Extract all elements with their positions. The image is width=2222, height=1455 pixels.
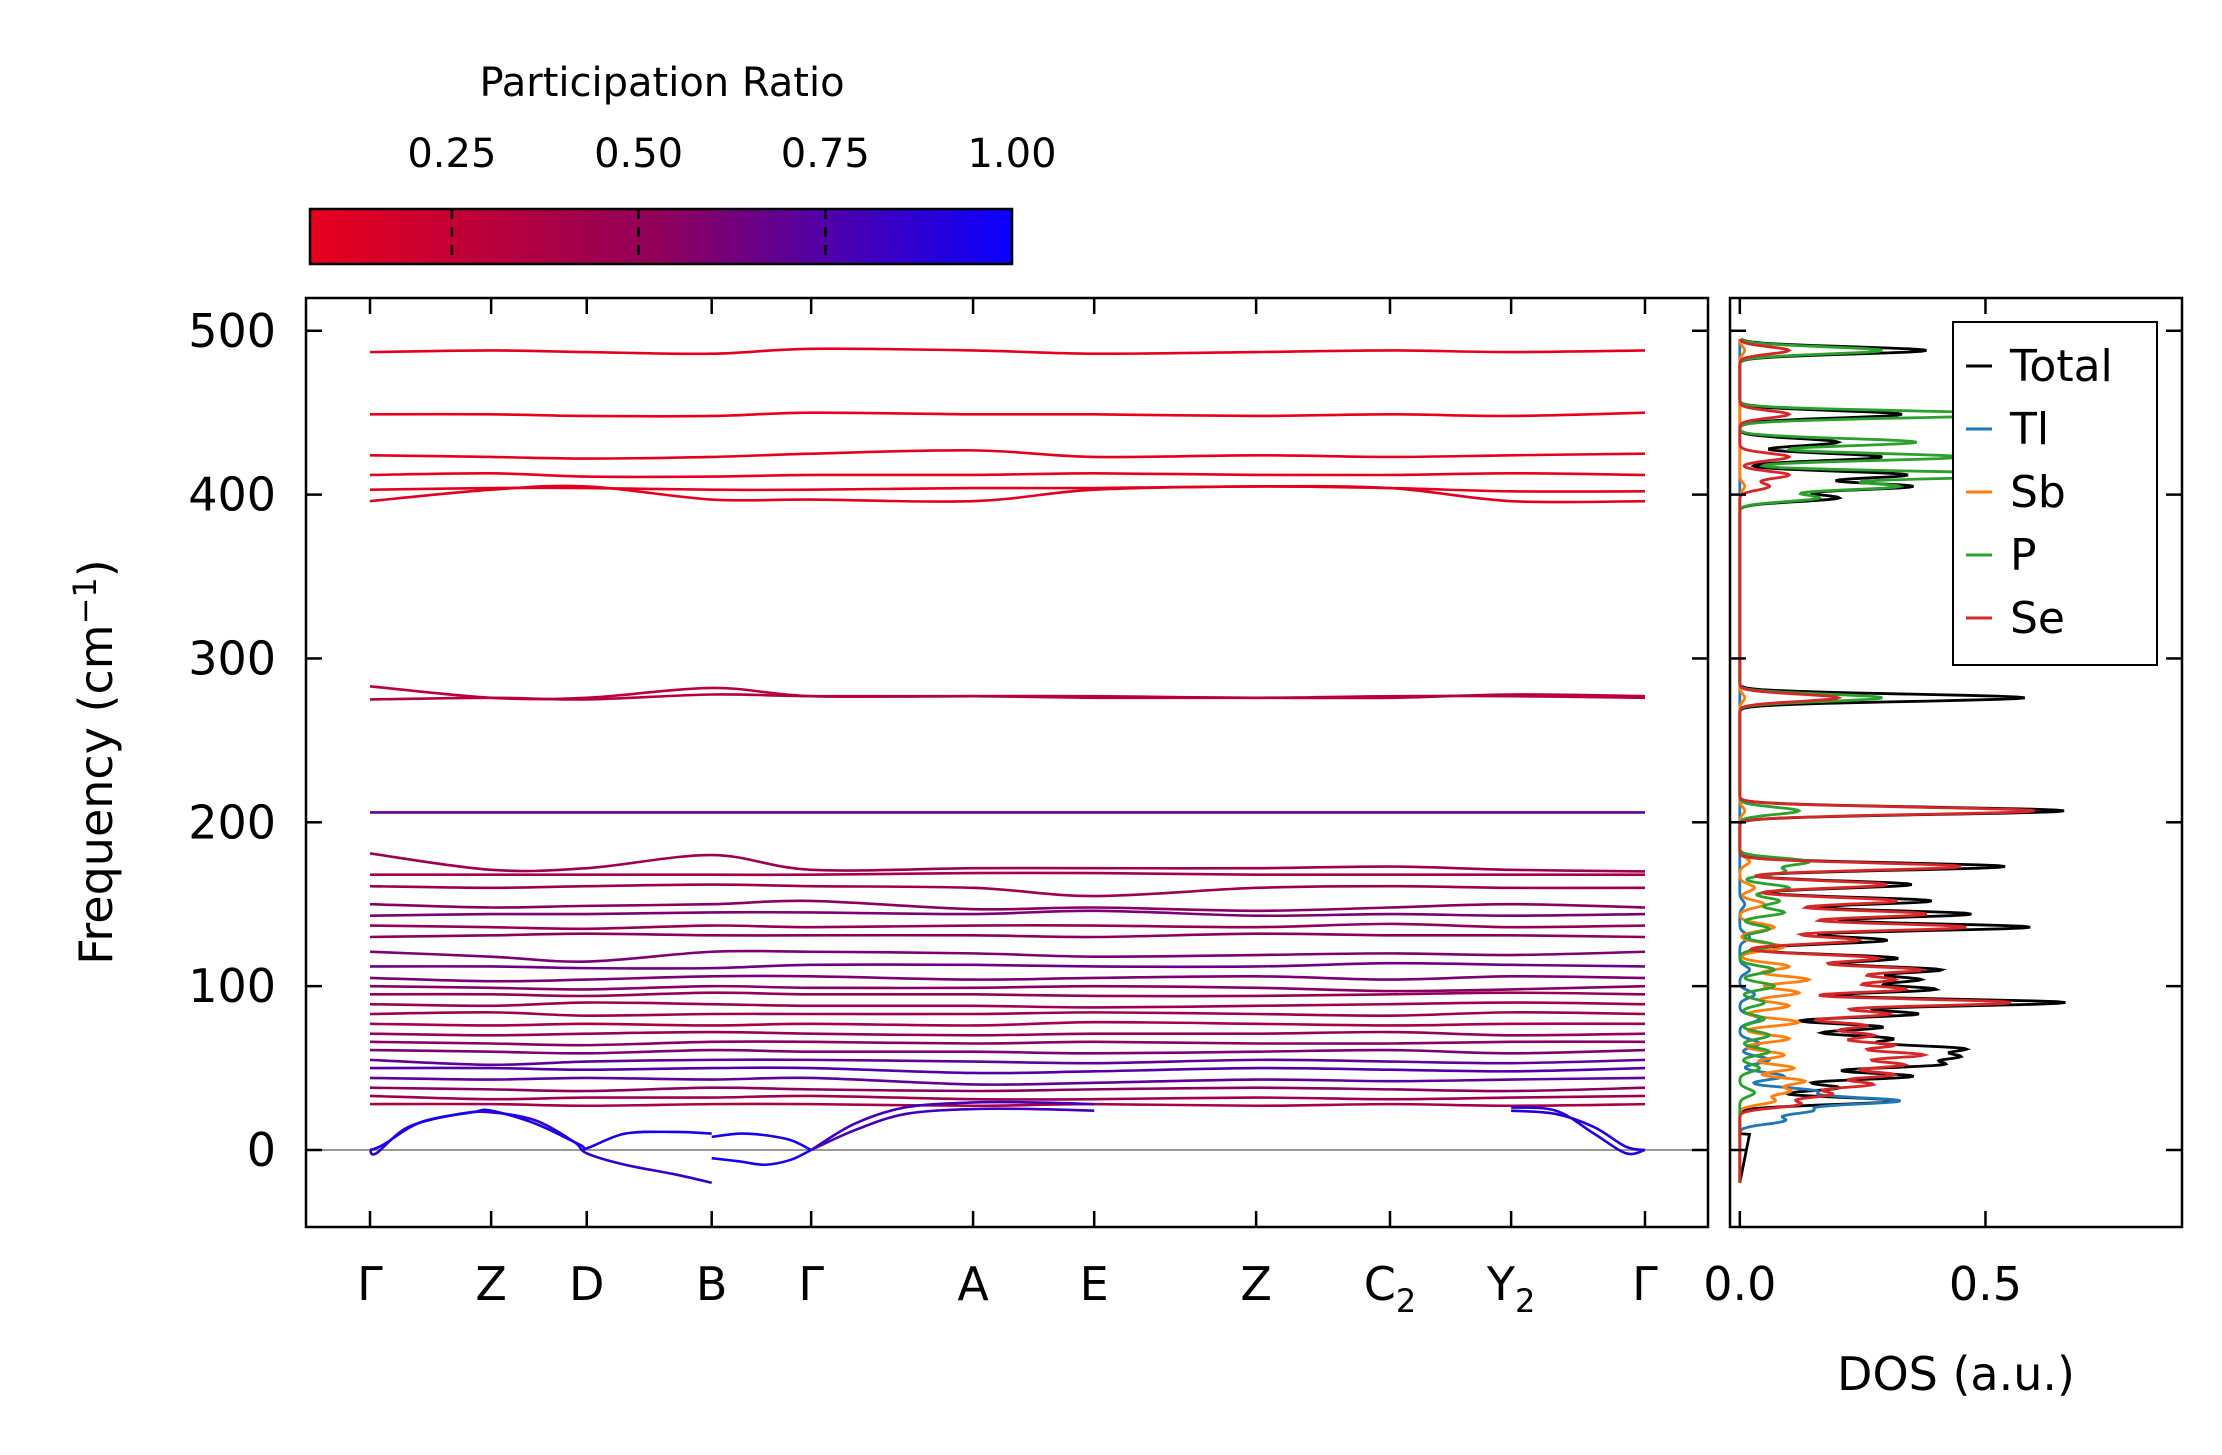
kpoint-label: Γ — [357, 1257, 383, 1311]
legend-label: Se — [2010, 593, 2065, 644]
legend-label: Tl — [2009, 404, 2049, 455]
acoustic-band — [369, 1108, 712, 1152]
phonon-band — [369, 852, 1646, 873]
band-structure-panel: 0 100 200 300 400 500 Γ Z D B Γ A E Z C2 Y2 Γ Frequency… — [66, 296, 1710, 1320]
acoustic-band — [1511, 1106, 1646, 1156]
legend-label: P — [2010, 530, 2037, 581]
band-structure-frame — [304, 296, 1710, 1229]
phonon-band — [369, 991, 1646, 998]
phonon-band — [369, 411, 1646, 418]
kpoint-label: B — [696, 1257, 728, 1311]
phonon-band — [369, 1094, 1646, 1101]
colorbar-title: Participation Ratio — [479, 60, 844, 106]
phonon-band — [369, 974, 1646, 983]
phonon-band — [370, 871, 1645, 877]
dos-legend: Total Tl Sb P Se — [1952, 321, 2158, 666]
phonon-band — [369, 922, 1646, 931]
phonon-band — [369, 485, 1646, 493]
frequency-axis-label: Frequency (cm−1) — [66, 559, 123, 964]
phonon-band — [369, 347, 1646, 356]
acoustic-band — [711, 1132, 812, 1152]
phonon-band — [369, 1076, 1646, 1086]
phonon-band — [369, 471, 1646, 479]
phonon-band — [369, 693, 1646, 701]
phonon-band — [369, 909, 1646, 918]
kpoint-label: C2 — [1364, 1257, 1416, 1320]
phonon-band — [369, 1048, 1646, 1055]
y-tick-label: 300 — [188, 631, 276, 685]
kpoint-ticks — [368, 298, 1647, 1227]
y-tick-label: 200 — [188, 795, 276, 849]
dos-x-tick-label: 0.5 — [1949, 1257, 2022, 1311]
kpoint-label: Z — [1240, 1257, 1272, 1311]
acoustic-band — [1511, 1109, 1646, 1152]
phonon-band — [369, 899, 1646, 913]
dos-axis-ticks: 0.0 0.5 — [1703, 298, 2182, 1311]
phonon-band — [369, 449, 1646, 460]
phonon-band — [369, 1001, 1646, 1009]
phonon-band — [369, 1086, 1646, 1093]
phonon-band — [369, 932, 1646, 939]
kpoint-label: D — [569, 1257, 604, 1311]
phonon-band — [369, 1020, 1646, 1027]
dos-axis-label: DOS (a.u.) — [1837, 1347, 2075, 1401]
kpoint-label: Z — [475, 1257, 507, 1311]
frequency-axis-ticks: 0 100 200 300 400 500 — [188, 304, 1708, 1177]
phonon-band — [369, 1011, 1646, 1017]
kpoint-label: A — [957, 1257, 989, 1311]
colorbar-bar — [308, 207, 1014, 266]
kpoint-label: Y2 — [1486, 1257, 1535, 1320]
phonon-band — [369, 883, 1646, 898]
phonon-band — [369, 961, 1646, 970]
kpoint-label: Γ — [1632, 1257, 1658, 1311]
colorbar-ticks: 0.25 0.50 0.75 1.00 — [407, 131, 1057, 264]
kpoint-label: Γ — [798, 1257, 824, 1311]
kpoint-label: E — [1080, 1257, 1109, 1311]
phonon-band — [369, 1040, 1646, 1047]
legend-items: Total Tl Sb P Se — [1966, 341, 2113, 644]
y-tick-label: 500 — [188, 304, 276, 358]
colorbar-tick-label: 0.75 — [781, 131, 870, 177]
phonon-band — [369, 1058, 1646, 1067]
phonon-band — [369, 984, 1646, 993]
dos-frame — [1728, 296, 2184, 1229]
phonon-bands — [368, 347, 1646, 1185]
phonon-band — [369, 484, 1646, 504]
dos-curves — [1738, 337, 2066, 1184]
legend-label: Sb — [2010, 467, 2066, 518]
y-tick-label: 400 — [188, 468, 276, 522]
phonon-band — [369, 1030, 1646, 1037]
colorbar-tick-label: 0.50 — [594, 131, 683, 177]
acoustic-band — [810, 1100, 1095, 1152]
legend-label: Total — [2009, 341, 2113, 392]
colorbar-tick-label: 1.00 — [967, 131, 1056, 177]
colorbar-tick-label: 0.25 — [407, 131, 496, 177]
acoustic-band — [711, 1148, 812, 1167]
acoustic-band — [810, 1107, 1095, 1152]
phonon-band — [369, 949, 1646, 963]
phonon-band — [369, 1066, 1646, 1075]
dos-x-tick-label: 0.0 — [1703, 1257, 1776, 1311]
colorbar: Participation Ratio 0.25 0.50 0.75 1.00 — [308, 60, 1057, 266]
dos-panel: 0.0 0.5 DOS (a.u.) Total Tl Sb P Se — [1703, 296, 2184, 1401]
y-tick-label: 100 — [188, 959, 276, 1013]
kpoint-labels: Γ Z D B Γ A E Z C2 Y2 Γ — [357, 1257, 1658, 1320]
phonon-band — [369, 1102, 1646, 1108]
y-tick-label: 0 — [247, 1123, 276, 1177]
dos-curve-se — [1738, 338, 2035, 1183]
